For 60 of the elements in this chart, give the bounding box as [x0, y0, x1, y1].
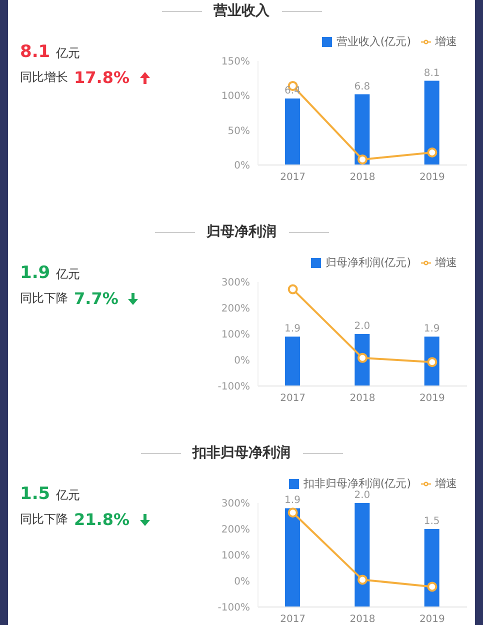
y-tick-label: 200% — [221, 524, 250, 536]
point — [427, 582, 438, 592]
x-tick-label: 2019 — [419, 614, 445, 625]
x-tick-label: 2019 — [419, 393, 445, 404]
text: 8.1 — [20, 42, 50, 62]
legend-label: 增速 — [435, 256, 457, 269]
x-tick-label: 2017 — [280, 614, 306, 625]
text: 21.8% — [74, 510, 130, 529]
x-tick-label: 2018 — [350, 614, 376, 625]
point — [288, 284, 298, 294]
y-tick-label: 50% — [228, 126, 250, 137]
y-tick-label: 200% — [221, 304, 250, 315]
legend-label: 归母净利润(亿元) — [325, 256, 411, 269]
y-tick-label: 0% — [234, 356, 250, 367]
text: 1.9 — [20, 263, 50, 283]
x-tick-label: 2018 — [350, 172, 376, 184]
data-label: 6.8 — [354, 81, 370, 92]
point — [427, 148, 438, 158]
legend-label: 营业收入(亿元) — [336, 35, 411, 48]
text: 亿元 — [56, 45, 80, 62]
text: 亿元 — [56, 487, 80, 504]
text: 1.5 — [20, 484, 50, 504]
data-label: 2.0 — [354, 490, 370, 501]
y-tick-label: 0% — [234, 160, 250, 172]
legend-label: 增速 — [435, 477, 457, 490]
text: 同比下降 — [20, 290, 68, 307]
data-label: 1.9 — [284, 324, 300, 335]
data-label: 8.1 — [424, 68, 440, 79]
chart-title: 归母净利润 — [206, 223, 276, 241]
point — [427, 357, 438, 368]
x-tick-label: 2019 — [419, 172, 445, 184]
text: 亿元 — [56, 266, 80, 283]
text: 同比下降 — [20, 511, 68, 528]
point — [288, 508, 298, 518]
text: 同比增长 — [20, 69, 68, 86]
y-tick-label: 150% — [221, 56, 250, 68]
y-tick-label: 300% — [221, 278, 250, 289]
chart-title: 扣非归母净利润 — [192, 444, 290, 462]
text: 17.8% — [74, 68, 130, 87]
y-tick-label: 0% — [234, 576, 250, 588]
y-tick-label: -100% — [218, 602, 250, 614]
y-tick-label: 300% — [221, 498, 250, 510]
legend-label: 扣非归母净利润(亿元) — [303, 477, 411, 490]
data-label: 1.9 — [424, 324, 440, 335]
point — [358, 352, 368, 363]
x-tick-label: 2017 — [280, 393, 306, 404]
x-tick-label: 2017 — [280, 172, 306, 184]
data-label: 1.5 — [424, 516, 440, 527]
chart-title: 营业收入 — [214, 2, 270, 20]
y-tick-label: 100% — [221, 550, 250, 562]
data-label: 1.9 — [284, 495, 300, 506]
data-label: 2.0 — [354, 321, 370, 332]
point — [358, 154, 368, 164]
point — [358, 574, 368, 585]
text: 7.7% — [74, 289, 118, 308]
y-tick-label: -100% — [218, 382, 250, 393]
y-tick-label: 100% — [221, 91, 250, 102]
x-tick-label: 2018 — [350, 393, 376, 404]
y-tick-label: 100% — [221, 330, 250, 341]
legend-label: 增速 — [435, 35, 457, 48]
